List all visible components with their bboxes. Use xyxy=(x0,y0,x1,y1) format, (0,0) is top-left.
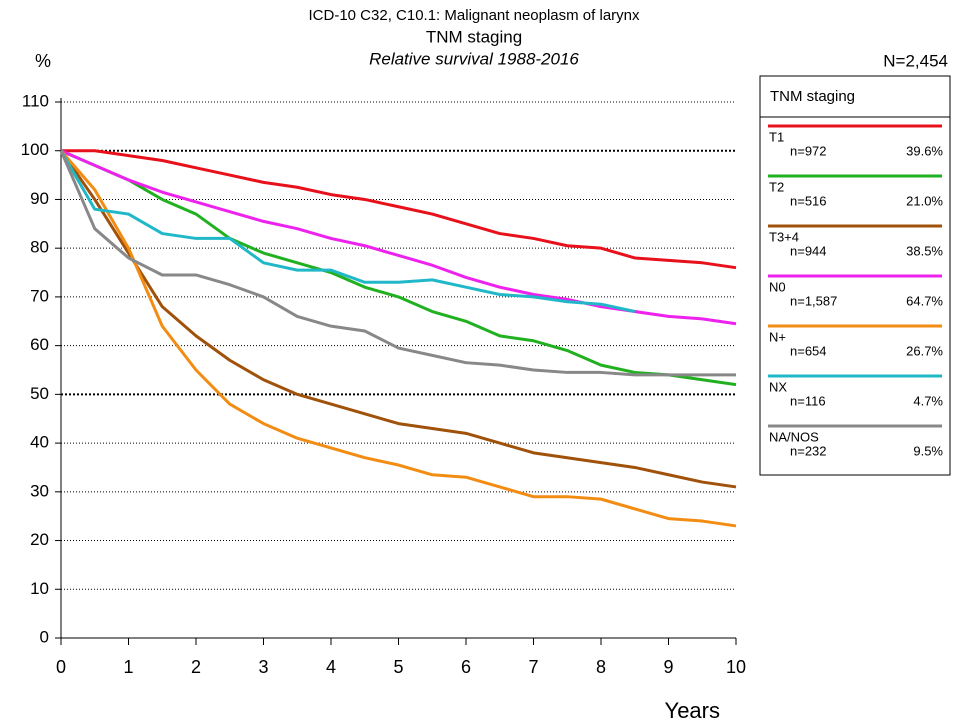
legend-label: T2 xyxy=(769,179,784,194)
x-tick-label: 8 xyxy=(596,657,606,677)
legend-label: T3+4 xyxy=(769,229,799,244)
legend-title: TNM staging xyxy=(770,88,855,105)
x-tick-label: 1 xyxy=(123,657,133,677)
y-tick-label: 110 xyxy=(22,91,49,110)
y-tick-label: 100 xyxy=(21,140,49,159)
x-tick-label: 7 xyxy=(528,657,538,677)
x-tick-label: 0 xyxy=(56,657,66,677)
legend-share: 4.7% xyxy=(913,393,943,408)
series-line xyxy=(59,149,636,313)
x-tick-label: 10 xyxy=(726,657,746,677)
x-tick-label: 6 xyxy=(461,657,471,677)
legend-count: n=944 xyxy=(790,243,827,258)
legend-share: 64.7% xyxy=(906,293,943,308)
series-line xyxy=(59,149,737,528)
y-tick-label: 20 xyxy=(30,530,49,549)
legend-share: 38.5% xyxy=(906,243,943,258)
legend-label: N+ xyxy=(769,329,786,344)
legend-count: n=232 xyxy=(790,443,827,458)
y-tick-label: 40 xyxy=(30,433,49,452)
y-tick-label: 0 xyxy=(40,627,49,646)
chart-subtitle: TNM staging xyxy=(426,27,522,46)
legend-count: n=116 xyxy=(790,393,826,408)
legend-label: NA/NOS xyxy=(769,429,819,444)
x-axis-label: Years xyxy=(665,698,720,723)
legend-count: n=972 xyxy=(790,143,827,158)
x-tick-label: 2 xyxy=(191,657,201,677)
legend-count: n=1,587 xyxy=(790,293,837,308)
y-tick-label: 10 xyxy=(30,579,49,598)
legend-share: 21.0% xyxy=(906,193,943,208)
chart-caption: Relative survival 1988-2016 xyxy=(369,49,579,68)
y-tick-label: 80 xyxy=(30,238,49,257)
legend-label: T1 xyxy=(769,129,784,144)
x-tick-label: 5 xyxy=(393,657,403,677)
x-tick-label: 3 xyxy=(258,657,268,677)
series-line xyxy=(61,149,737,270)
series-line xyxy=(59,149,737,489)
series-line xyxy=(60,149,737,387)
legend-count: n=654 xyxy=(790,343,827,358)
x-tick-label: 9 xyxy=(663,657,673,677)
series-line xyxy=(59,150,736,377)
chart-title: ICD-10 C32, C10.1: Malignant neoplasm of… xyxy=(309,7,640,24)
total-label: N=2,454 xyxy=(883,51,948,70)
x-tick-label: 4 xyxy=(326,657,336,677)
legend-count: n=516 xyxy=(790,193,827,208)
y-tick-label: 30 xyxy=(30,481,49,500)
legend-share: 39.6% xyxy=(906,143,943,158)
y-axis-label: % xyxy=(35,51,51,71)
legend-label: N0 xyxy=(769,279,786,294)
y-tick-label: 70 xyxy=(30,286,49,305)
y-tick-label: 50 xyxy=(30,384,49,403)
legend-share: 9.5% xyxy=(913,443,943,458)
legend-share: 26.7% xyxy=(906,343,943,358)
y-tick-label: 60 xyxy=(30,335,49,354)
legend-label: NX xyxy=(769,379,787,394)
y-tick-label: 90 xyxy=(30,189,49,208)
